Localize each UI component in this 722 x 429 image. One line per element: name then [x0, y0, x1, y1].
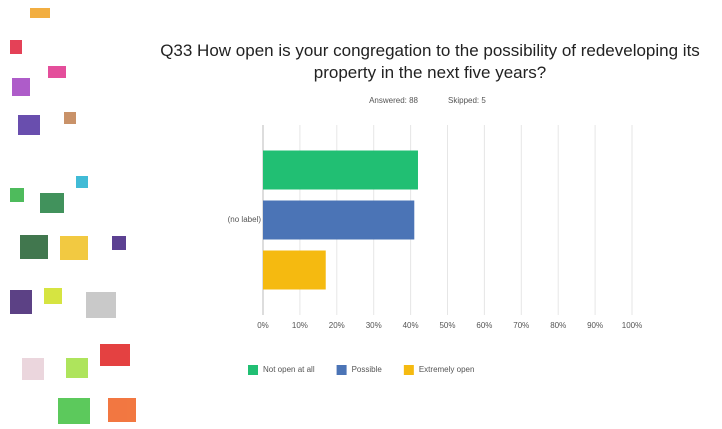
x-tick-label: 80%	[550, 321, 566, 330]
decoration	[10, 8, 136, 424]
x-tick-label: 50%	[439, 321, 455, 330]
legend-label: Not open at all	[263, 365, 315, 374]
x-tick-label: 60%	[476, 321, 492, 330]
chart-title: Q33 How open is your congregation to the…	[160, 41, 700, 82]
bar	[263, 250, 326, 290]
x-tick-label: 10%	[292, 321, 308, 330]
x-tick-label: 90%	[587, 321, 603, 330]
legend-swatch	[403, 365, 414, 375]
x-tick-label: 70%	[513, 321, 529, 330]
x-tick-label: 20%	[329, 321, 345, 330]
x-tick-label: 40%	[403, 321, 419, 330]
x-tick-label: 30%	[366, 321, 382, 330]
y-tick-label: (no label)	[228, 215, 262, 224]
legend-label: Extremely open	[419, 365, 475, 374]
legend-swatch	[336, 365, 347, 375]
bar	[263, 150, 418, 190]
subtitle: Skipped: 5	[448, 96, 486, 105]
bar	[263, 200, 415, 240]
subtitle: Answered: 88	[369, 96, 418, 105]
legend-label: Possible	[352, 365, 383, 374]
x-tick-label: 100%	[622, 321, 642, 330]
x-tick-label: 0%	[257, 321, 269, 330]
legend-swatch	[248, 365, 258, 375]
